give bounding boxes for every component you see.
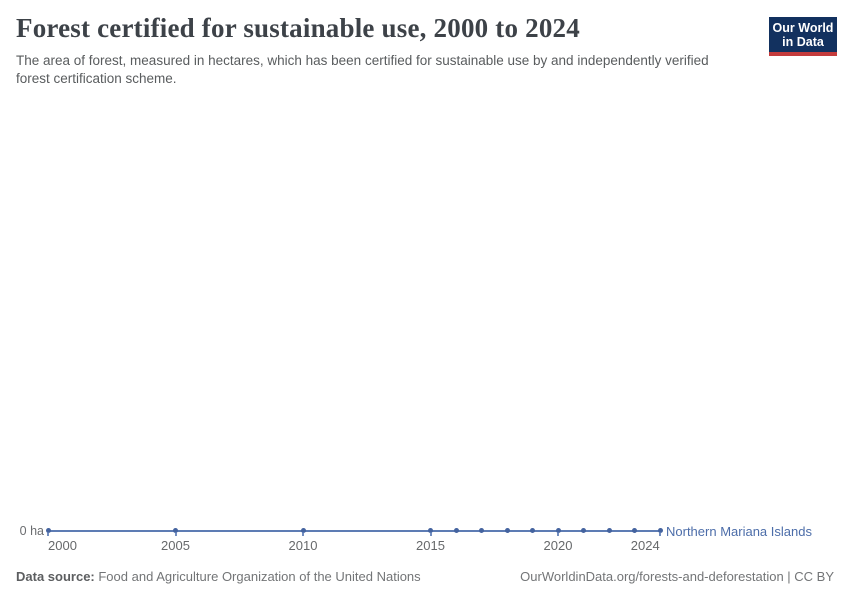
x-axis-tick	[659, 532, 661, 536]
owid-logo-line1: Our World	[772, 20, 834, 35]
data-point[interactable]	[300, 528, 306, 533]
data-point[interactable]	[555, 528, 561, 533]
page-title: Forest certified for sustainable use, 20…	[16, 13, 580, 43]
data-source-note: Data source: Food and Agriculture Organi…	[16, 569, 421, 584]
x-axis-tick	[47, 532, 49, 536]
credit-link[interactable]: OurWorldinData.org/forests-and-deforesta…	[520, 569, 834, 584]
data-point[interactable]	[632, 528, 637, 533]
x-axis-tick	[174, 532, 177, 536]
x-axis-tick-label: 2010	[288, 538, 318, 553]
data-point[interactable]	[606, 528, 612, 533]
data-line[interactable]	[48, 530, 660, 532]
owid-logo-line2: in Data	[782, 34, 824, 49]
x-axis-tick-label: 2020	[543, 538, 573, 553]
x-axis-tick-label: 2015	[416, 538, 445, 553]
chart-subtitle: The area of forest, measured in hectares…	[16, 53, 709, 86]
x-axis-tick-label: 2024	[630, 538, 660, 553]
data-point[interactable]	[581, 528, 586, 533]
x-axis-tick	[302, 532, 304, 536]
data-source-label: Data source:	[16, 569, 95, 584]
y-axis-zero-label: 0 ha	[19, 524, 44, 538]
chart-footer: Data source: Food and Agriculture Organi…	[16, 569, 834, 584]
data-point[interactable]	[504, 528, 510, 533]
x-axis-tick	[429, 532, 432, 536]
owid-logo[interactable]: Our World in Data	[769, 17, 837, 56]
data-point[interactable]	[657, 528, 663, 533]
entity-label[interactable]: Northern Mariana Islands	[666, 524, 812, 539]
data-point[interactable]	[530, 528, 535, 533]
x-axis-tick-label: 2005	[161, 538, 190, 553]
data-point[interactable]	[173, 528, 178, 533]
data-point[interactable]	[428, 528, 433, 533]
data-point[interactable]	[453, 528, 459, 533]
data-point[interactable]	[45, 528, 51, 533]
data-source-text: Food and Agriculture Organization of the…	[94, 569, 421, 584]
x-axis-tick-label: 2000	[48, 538, 77, 553]
data-point[interactable]	[479, 528, 484, 533]
x-axis-tick	[557, 532, 559, 536]
